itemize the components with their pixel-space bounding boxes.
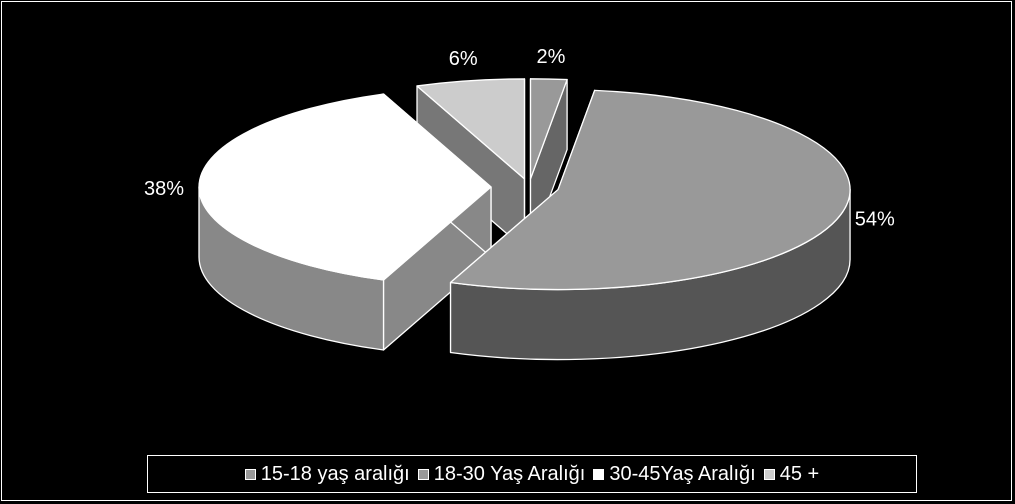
legend-item-0: 15-18 yaş aralığı bbox=[244, 462, 410, 486]
legend-label-0: 15-18 yaş aralığı bbox=[260, 462, 410, 485]
data-label-3: 6% bbox=[449, 48, 478, 70]
legend-item-1: 18-30 Yaş Aralığı bbox=[417, 462, 586, 486]
legend-label-3: 45 + bbox=[779, 462, 820, 485]
pie-slice-2-top bbox=[198, 93, 492, 281]
legend-label-2: 30-45Yaş Aralığı bbox=[609, 462, 756, 485]
data-label-2: 38% bbox=[144, 178, 184, 200]
legend-label-1: 18-30 Yaş Aralığı bbox=[433, 462, 586, 485]
pie-slice-0-top bbox=[529, 78, 568, 180]
pie-slice-1-top bbox=[449, 89, 851, 291]
pie-slice-3-top bbox=[416, 78, 526, 180]
legend-swatch-3 bbox=[763, 468, 775, 480]
legend-item-2: 30-45Yaş Aralığı bbox=[593, 462, 756, 486]
data-label-0: 2% bbox=[537, 46, 566, 68]
legend-swatch-1 bbox=[417, 468, 429, 480]
pie-slice-2 bbox=[198, 93, 492, 351]
legend-swatch-0 bbox=[244, 468, 256, 480]
legend-swatch-2 bbox=[593, 468, 605, 480]
pie-slice-1 bbox=[449, 89, 851, 361]
pie-slice-3 bbox=[416, 78, 526, 250]
legend: 15-18 yaş aralığı 18-30 Yaş Aralığı 30-4… bbox=[147, 455, 917, 493]
data-label-1: 54% bbox=[855, 208, 895, 230]
legend-item-3: 45 + bbox=[763, 462, 820, 486]
